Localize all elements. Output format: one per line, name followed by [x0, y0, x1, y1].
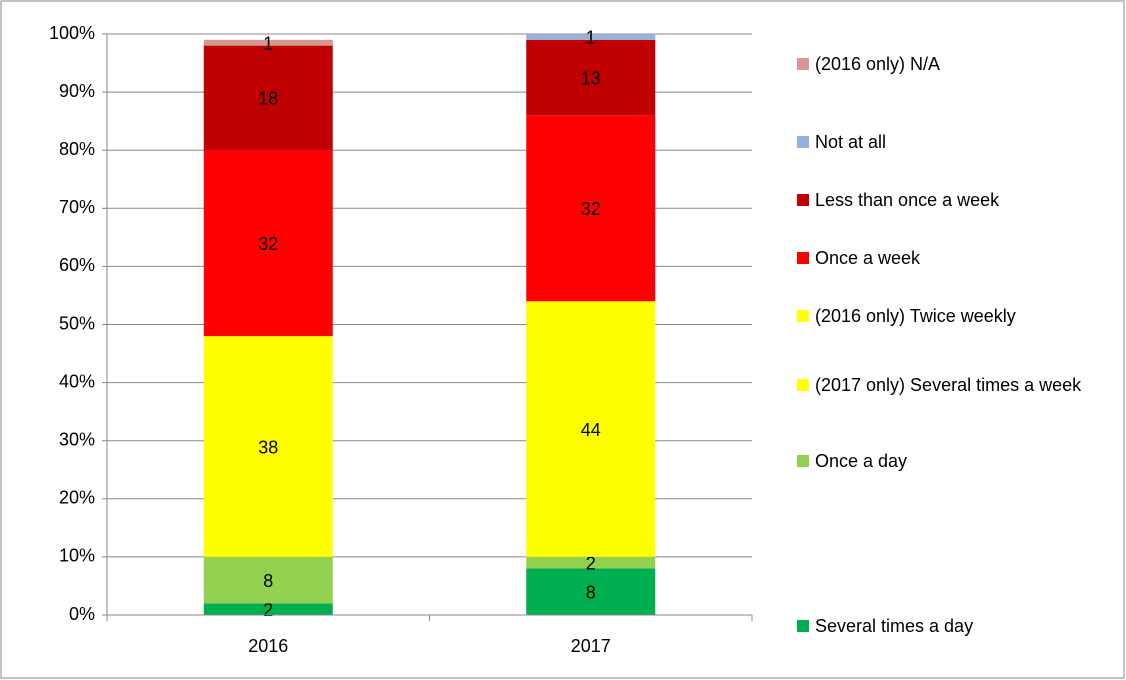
y-tick-label: 40% — [59, 371, 95, 391]
data-label: 38 — [258, 437, 278, 457]
legend-label: Once a day — [815, 451, 908, 471]
y-tick-label: 0% — [69, 604, 95, 624]
bar-segment — [526, 301, 656, 557]
legend-label: Several times a day — [815, 616, 974, 636]
y-tick-label: 50% — [59, 313, 95, 333]
x-tick-label: 2017 — [571, 636, 611, 656]
bar-segment — [203, 603, 333, 615]
bar-segment — [203, 150, 333, 337]
legend-label: (2017 only) Several times a week — [815, 375, 1082, 395]
legend-label: Once a week — [815, 248, 921, 268]
data-label: 44 — [581, 420, 601, 440]
bar-segment — [526, 115, 656, 302]
bar-segment — [203, 39, 333, 46]
y-tick-label: 20% — [59, 488, 95, 508]
legend-item: Once a day — [797, 449, 1087, 473]
y-tick-label: 70% — [59, 197, 95, 217]
data-label: 2 — [586, 553, 596, 573]
legend-label: (2016 only) Twice weekly — [815, 306, 1016, 326]
bar-segment — [203, 336, 333, 557]
data-label: 8 — [586, 583, 596, 603]
legend-swatch — [797, 252, 809, 264]
data-label: 32 — [581, 199, 601, 219]
legend-item: (2016 only) Twice weekly — [797, 304, 1087, 328]
legend-swatch — [797, 455, 809, 467]
legend-swatch — [797, 194, 809, 206]
data-label: 32 — [258, 234, 278, 254]
bar-segment — [526, 34, 656, 40]
y-tick-label: 80% — [59, 139, 95, 159]
legend-item: Less than once a week — [797, 188, 1087, 212]
legend-label: (2016 only) N/A — [815, 54, 941, 74]
legend-item: (2017 only) Several times a week — [797, 373, 1087, 397]
legend-swatch — [797, 620, 809, 632]
y-tick-label: 10% — [59, 546, 95, 566]
bar-segment — [526, 568, 656, 615]
legend-label: Less than once a week — [815, 190, 1000, 210]
bar-segment — [203, 556, 333, 604]
data-label: 2 — [263, 600, 273, 620]
data-label: 8 — [263, 571, 273, 591]
legend-item: Several times a day — [797, 614, 1087, 638]
data-label: 13 — [581, 68, 601, 88]
legend-item: (2016 only) N/A — [797, 52, 1087, 76]
bar-segment — [526, 39, 656, 116]
legend-item: Not at all — [797, 130, 1087, 154]
bar-segment — [526, 556, 656, 569]
y-tick-label: 60% — [59, 255, 95, 275]
legend-swatch — [797, 136, 809, 148]
y-tick-label: 100% — [49, 23, 95, 43]
data-label: 1 — [263, 33, 273, 53]
legend-swatch — [797, 58, 809, 70]
data-label: 18 — [258, 89, 278, 109]
legend-label: Not at all — [815, 132, 887, 152]
y-tick-label: 30% — [59, 429, 95, 449]
legend-swatch — [797, 379, 809, 391]
legend-swatch — [797, 310, 809, 322]
legend-item: Once a week — [797, 246, 1087, 270]
x-tick-label: 2016 — [248, 636, 288, 656]
data-label: 1 — [586, 28, 596, 48]
bar-segment — [203, 45, 333, 151]
y-tick-label: 90% — [59, 81, 95, 101]
